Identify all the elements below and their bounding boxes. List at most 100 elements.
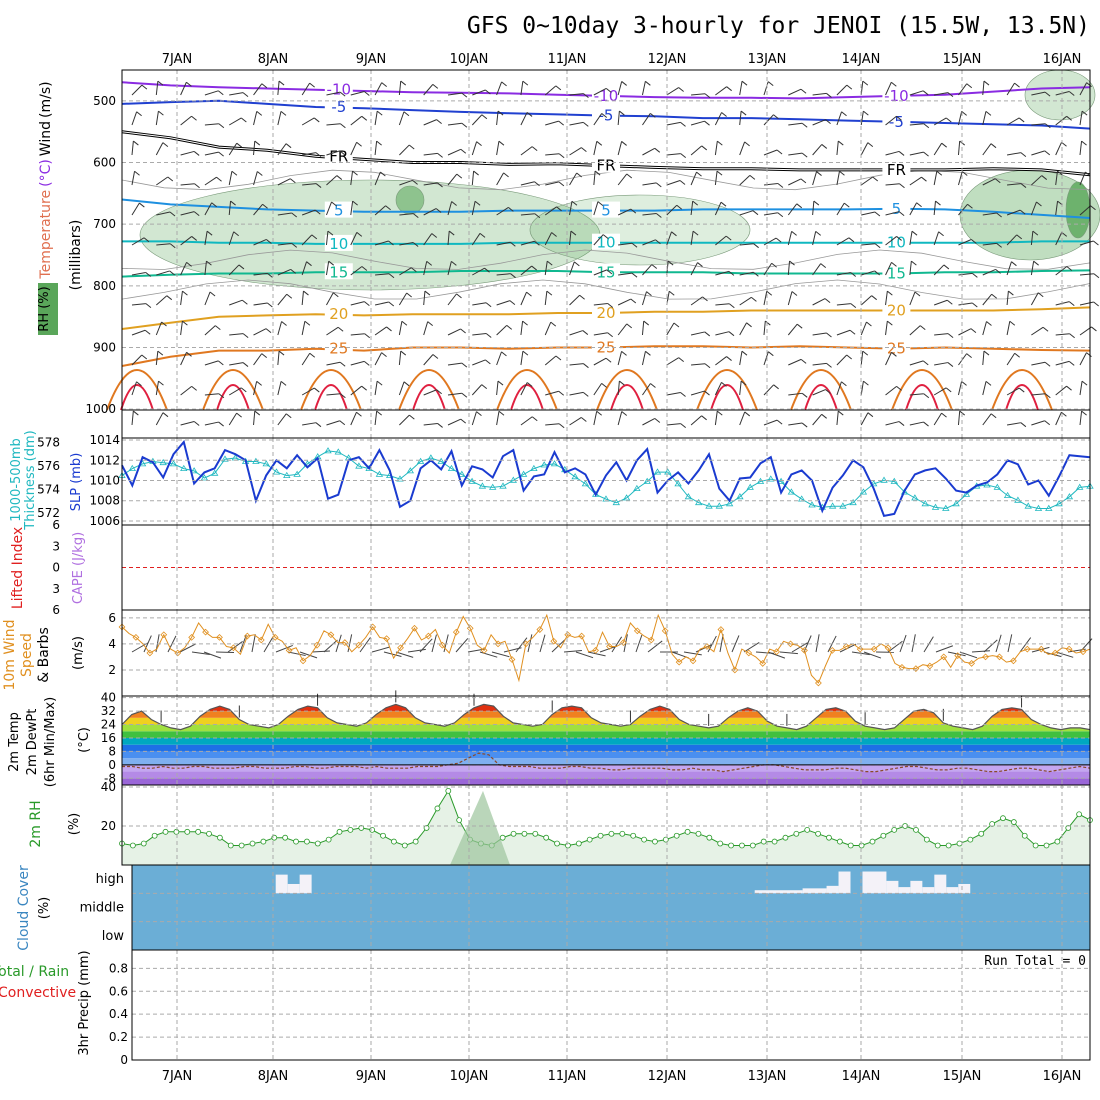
y-tick-label: 574 [37,483,60,497]
wind-barb-flag [388,273,395,279]
wind-barb [301,387,315,396]
wind10m-point [1037,645,1045,653]
wind-barb [496,172,504,186]
wind-barb [1055,171,1058,186]
wind-barb [301,352,311,366]
y-tick-label: 4 [108,637,116,651]
wind-barb [957,411,961,426]
wind-barb [860,111,864,126]
wind-barb-flag [278,350,285,356]
rh2m-point [739,842,745,849]
wind-barb [374,82,383,96]
wind-barb-flag [704,120,710,126]
thickness-point [416,457,425,464]
wind-barb-flag [764,320,771,326]
wind10m-point [243,632,251,640]
wind-barb [714,201,722,216]
wind-barb-flag [826,362,832,368]
wind-barb [763,212,778,216]
wind-barb-flag [1008,290,1014,296]
wind-barb [204,393,219,396]
wind-barb [885,385,897,396]
wind-barb-flag [558,390,565,396]
thickness-point [396,475,404,482]
wind-barb [277,268,291,276]
rh2m-point [652,838,658,845]
wind10m-barb [335,634,342,653]
wind-barbs [131,80,1100,429]
thickness-point [674,480,682,487]
rh2m-point [1043,842,1050,849]
wind-barb-flag [144,329,151,335]
wind-barb [1079,171,1086,186]
wind-barb-flag [631,242,638,248]
wind-barb [1079,381,1083,396]
rh2m-point [673,832,680,839]
wind-barb [423,354,434,366]
wind-barb [544,321,552,336]
wind-barb-flag [789,260,795,266]
contour-label-bg [324,305,353,322]
wind-barb [836,202,845,216]
rh2m-point [684,828,691,835]
rh-shading [395,185,425,215]
wind-barb [204,421,219,426]
wind-barb-flag [583,93,589,99]
wind-barb-flag [484,267,490,273]
wind-barb [690,296,703,306]
wind-barb [520,265,533,276]
wind-barb [690,331,705,336]
wind-barb-flag [474,200,481,206]
wind-barb [569,147,582,156]
rh2m-point [554,840,560,847]
wind-barb [350,232,358,246]
contour-label: FR [329,147,348,165]
wind-barb-flag [768,351,774,357]
wind-barb-flag [141,84,148,90]
wind-barb [1055,266,1068,276]
wind-barb-flag [796,203,803,209]
wind-barb [836,411,839,426]
wind-barb [642,212,657,216]
rh2m-point [260,838,267,845]
wind-barb-flag [236,142,243,148]
wind10m-barb [455,638,469,653]
wind-barb-flag [166,295,173,301]
wind-barb [836,141,839,156]
wind-barb [520,146,533,156]
wind-barb [812,298,826,306]
wind-barb-flag [801,392,808,398]
wind10m-point [397,644,404,652]
wind-barb-flag [238,264,245,270]
wind-barb-flag [872,176,879,182]
rh-shading [529,194,751,266]
date-label-top: 11JAN [548,52,587,67]
wind10m-point [968,660,976,667]
wind-barb-flag [400,350,407,356]
slp-axis-label: SLP (mb) [69,453,84,512]
wind-barb-flag [510,273,516,279]
wind-barb-flag [777,212,784,218]
wind-barb-flag [412,179,418,185]
wind-barb [569,363,584,366]
wind-barb [180,262,188,276]
wind10m-barb [683,651,702,656]
wind-barb [812,119,826,126]
cloud-gap [754,890,803,894]
wind-barb-flag [186,261,192,267]
rh2m-point [151,832,158,839]
temp2m-unit: (°C) [77,727,92,753]
wind-barb [1079,301,1094,306]
wind10m-point [174,649,182,657]
thickness-point [931,503,940,510]
wind-barb-flag [582,330,589,335]
wind-barb-flag [741,80,748,86]
wind-barb-flag [169,243,176,249]
wind-barb-flag [650,383,656,388]
y-tick-label: 3 [52,582,60,596]
wind-barb [836,272,851,276]
warm-lobe-25 [398,369,460,411]
wind-barb [812,231,817,246]
wind-barb [933,412,942,426]
rh2m-point [619,830,626,837]
